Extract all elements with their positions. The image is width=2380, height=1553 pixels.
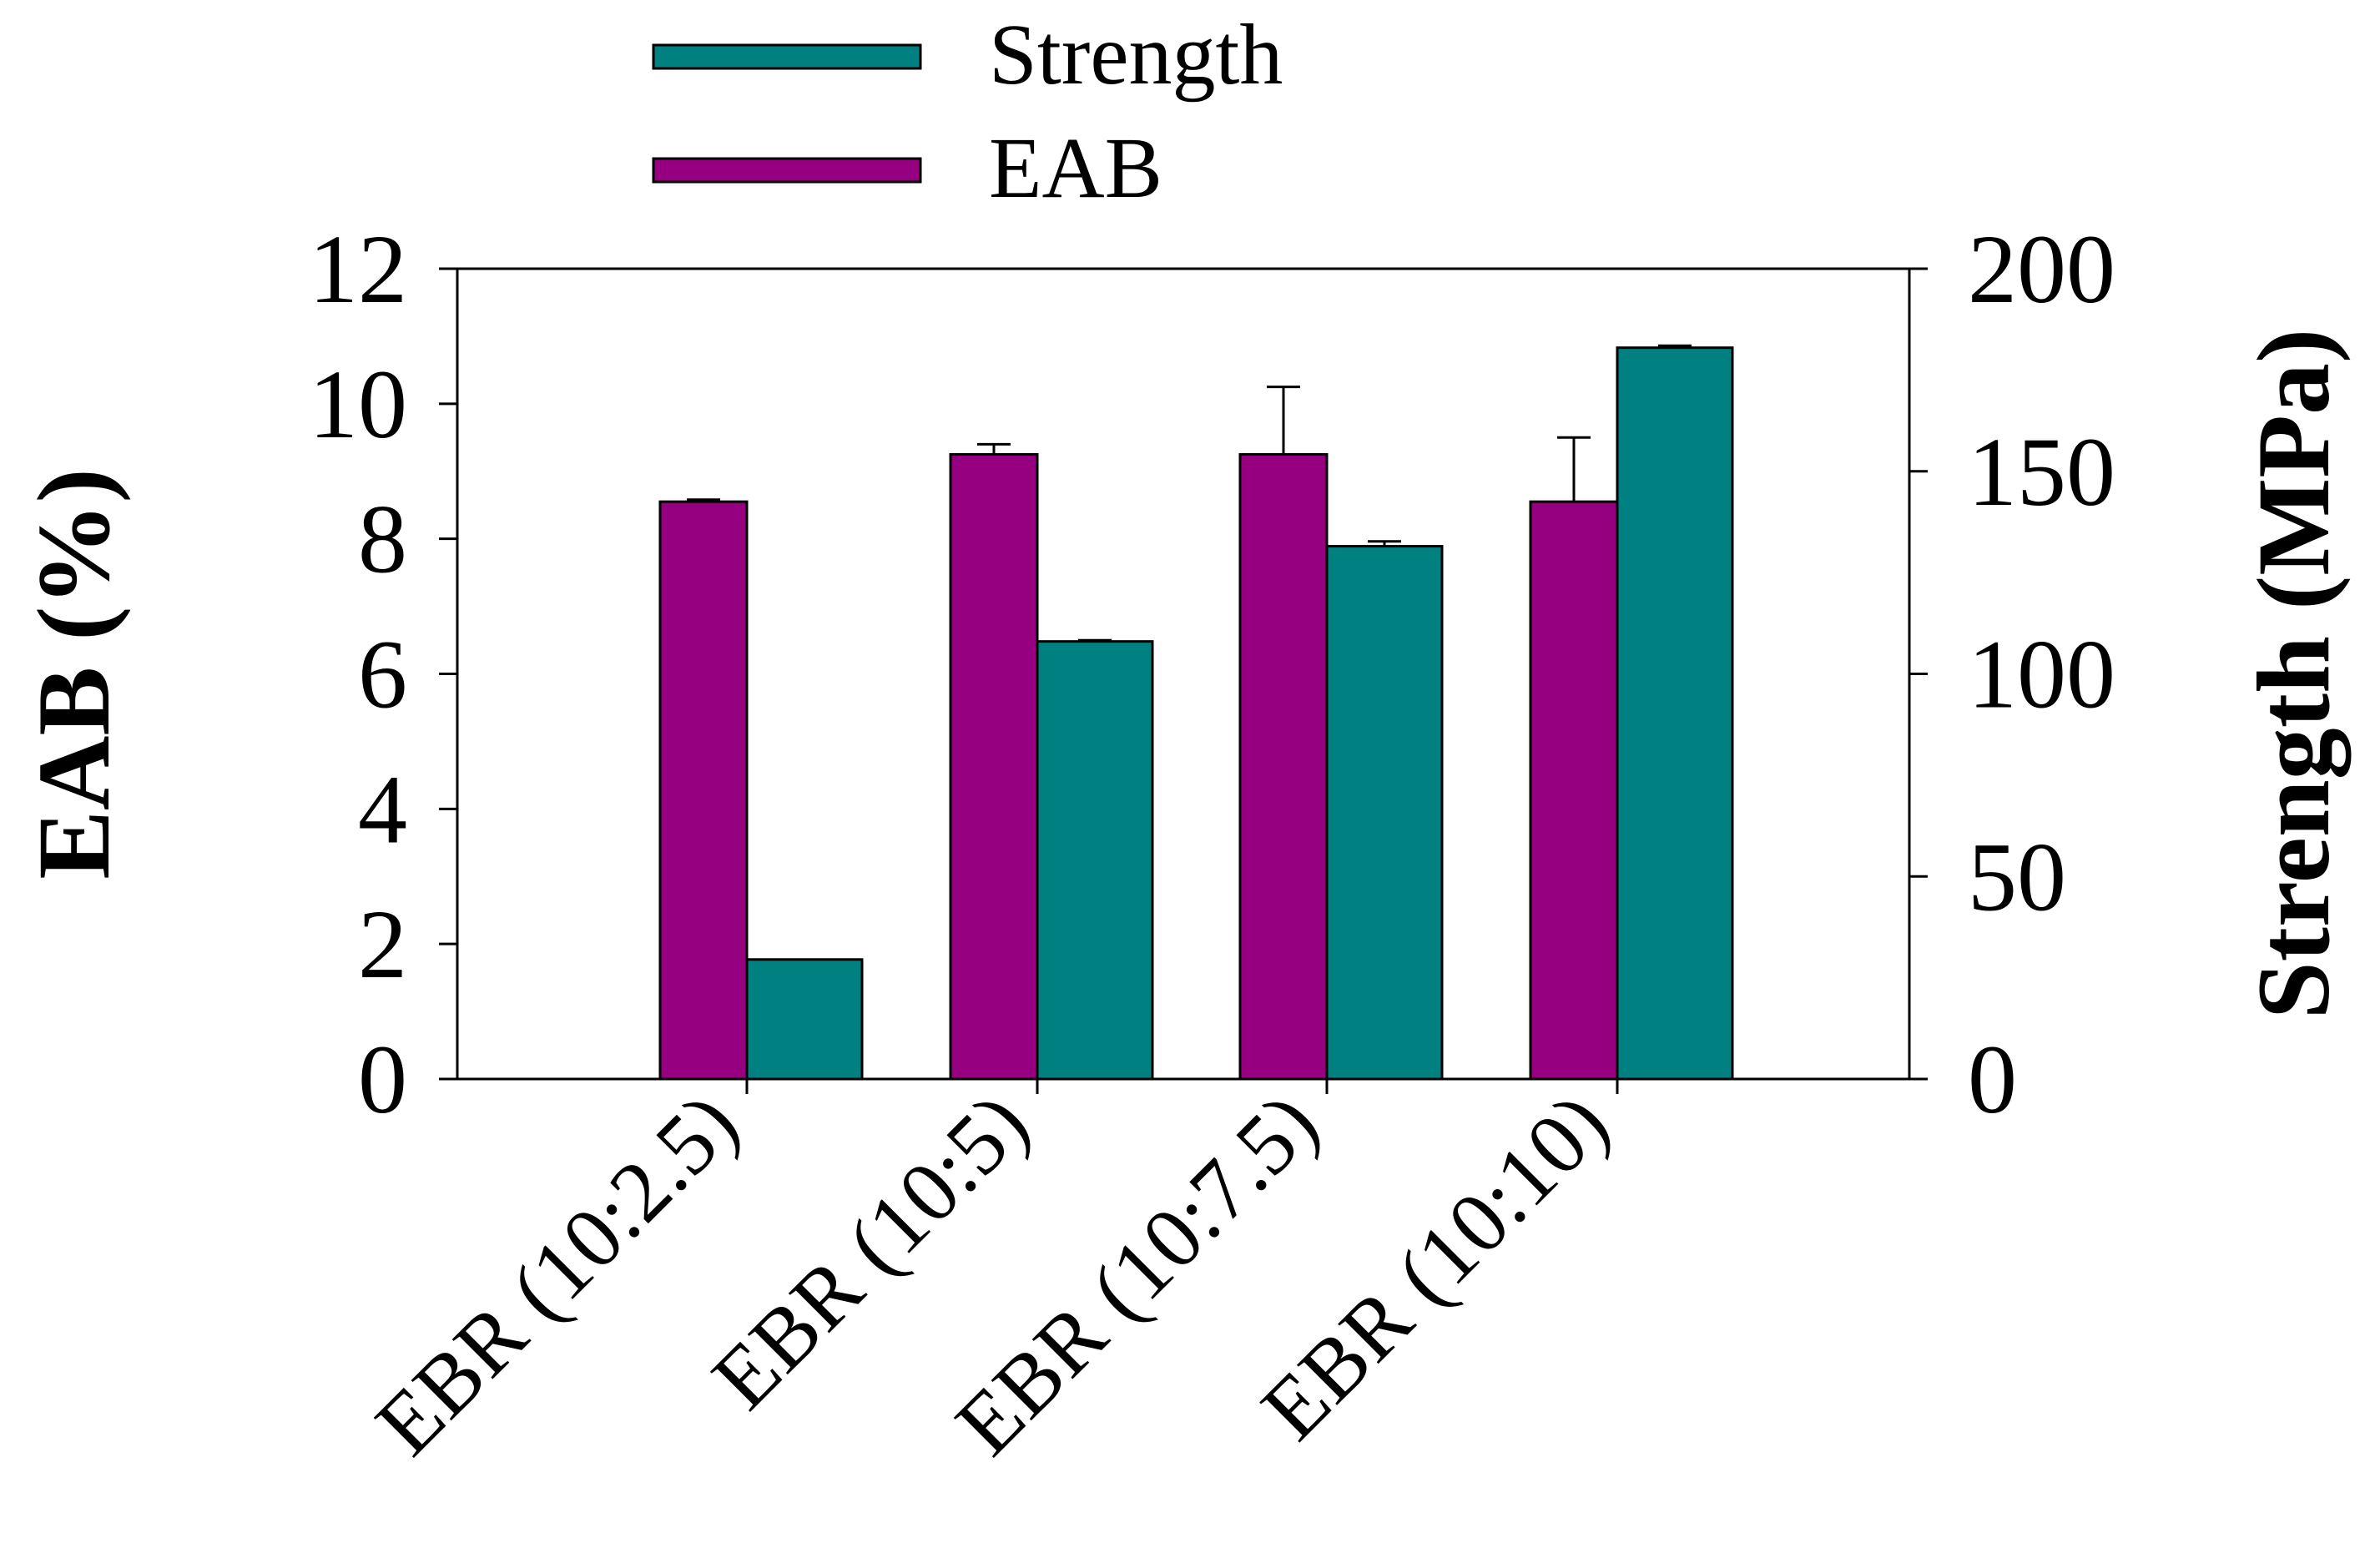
left-tick-label: 2: [358, 890, 407, 999]
right-tick-label: 150: [1968, 417, 2115, 527]
strength-bar: [1325, 545, 1444, 1081]
eab-bar: [1529, 500, 1619, 1081]
right-tick-label: 0: [1968, 1025, 2017, 1134]
legend: Strength EAB: [652, 7, 1283, 216]
left-tick-label: 12: [309, 214, 407, 324]
left-tick-label: 10: [309, 350, 407, 459]
legend-swatch: [652, 43, 922, 70]
bars: [658, 346, 1734, 1081]
right-axis-title: Strength (MPa): [2236, 329, 2352, 1020]
legend-label: Strength: [989, 7, 1283, 103]
right-tick-label: 50: [1968, 822, 2066, 931]
left-tick-label: 0: [358, 1025, 407, 1134]
error-bars: [687, 344, 1692, 642]
eab-bar: [949, 453, 1039, 1081]
legend-label: EAB: [989, 120, 1162, 216]
right-tick-label: 200: [1968, 214, 2115, 324]
left-axis-title: EAB (%): [17, 468, 131, 880]
axes: [439, 267, 1928, 1094]
right-tick-label: 100: [1968, 620, 2115, 729]
left-tick-label: 6: [358, 620, 407, 729]
category-label: EBR (10:2.5): [358, 1075, 757, 1474]
strength-bar: [1616, 346, 1734, 1081]
eab-bar: [1238, 453, 1329, 1081]
strength-bar: [1036, 640, 1154, 1081]
legend-swatch: [652, 157, 922, 184]
left-tick-label: 8: [358, 485, 407, 594]
strength-bar: [745, 958, 864, 1081]
left-tick-label: 4: [358, 754, 407, 864]
eab-bar: [658, 500, 749, 1081]
